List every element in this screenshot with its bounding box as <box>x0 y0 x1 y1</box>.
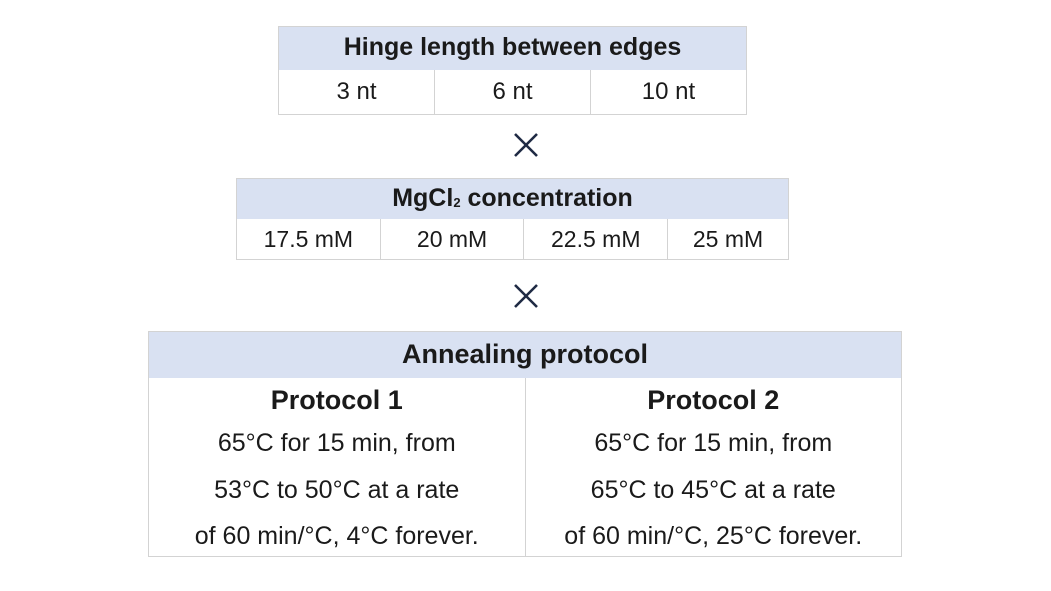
hinge-length-values-row: 3 nt 6 nt 10 nt <box>279 70 746 114</box>
protocol-line: 65°C to 45°C at a rate <box>590 475 836 504</box>
mgcl2-concentration-table: MgCl2 concentration 17.5 mM 20 mM 22.5 m… <box>236 178 789 260</box>
protocol-line: of 60 min/°C, 4°C forever. <box>194 522 479 550</box>
hinge-length-cell: 6 nt <box>434 70 590 114</box>
annealing-protocol-table: Annealing protocol Protocol 1 65°C for 1… <box>148 331 902 557</box>
protocol-title: Protocol 2 <box>647 385 780 415</box>
mgcl2-cell: 20 mM <box>379 219 524 259</box>
mgcl2-cell: 25 mM <box>667 219 788 259</box>
times-icon <box>514 133 538 157</box>
protocol-line: 53°C to 50°C at a rate <box>214 475 460 504</box>
mgcl2-header-rest: concentration <box>460 184 633 212</box>
hinge-length-table: Hinge length between edges 3 nt 6 nt 10 … <box>278 26 747 115</box>
hinge-length-cell: 10 nt <box>590 70 746 114</box>
mgcl2-header-subscript: 2 <box>453 195 461 210</box>
protocol-2-cell: Protocol 2 65°C for 15 min, from 65°C to… <box>524 378 902 556</box>
mgcl2-header-main: MgCl <box>392 184 454 212</box>
protocol-line: 65°C for 15 min, from <box>594 429 833 457</box>
mgcl2-cell: 22.5 mM <box>523 219 667 259</box>
protocol-1-cell: Protocol 1 65°C for 15 min, from 53°C to… <box>149 378 525 556</box>
mgcl2-cell: 17.5 mM <box>263 226 354 252</box>
protocol-title: Protocol 1 <box>270 385 403 415</box>
protocol-line: of 60 min/°C, 25°C forever. <box>564 522 863 550</box>
mgcl2-values-row: 17.5 mM 20 mM 22.5 mM 25 mM <box>237 219 788 259</box>
hinge-length-header: Hinge length between edges <box>279 27 746 70</box>
protocols-row: Protocol 1 65°C for 15 min, from 53°C to… <box>149 378 901 556</box>
hinge-length-cell: 3 nt <box>336 78 377 105</box>
mgcl2-concentration-header: MgCl2 concentration <box>237 179 788 219</box>
protocol-line: 65°C for 15 min, from <box>217 429 456 457</box>
annealing-protocol-header: Annealing protocol <box>149 332 901 378</box>
times-icon <box>514 284 538 308</box>
